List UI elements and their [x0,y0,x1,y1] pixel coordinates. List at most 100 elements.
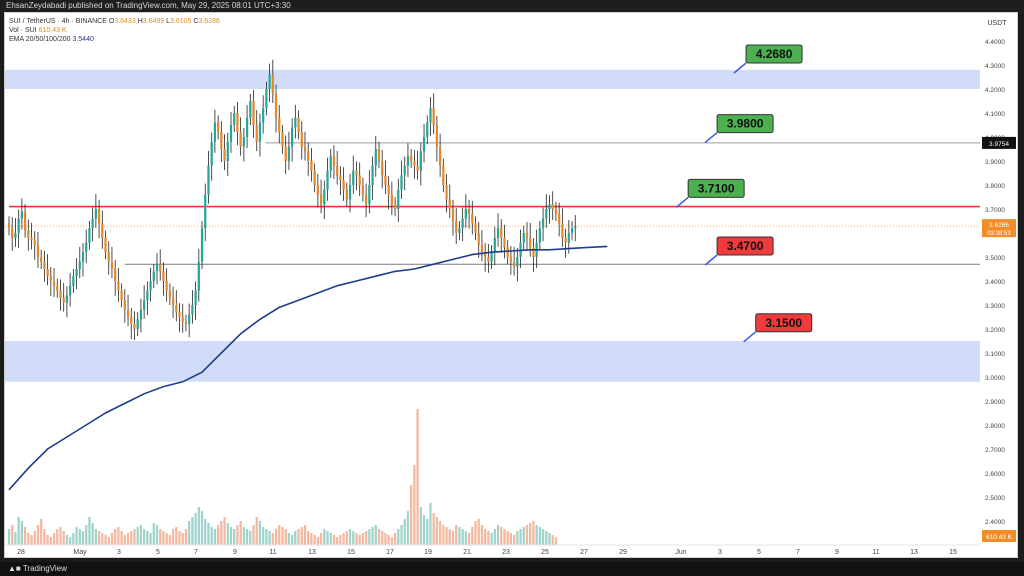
candle-body [33,240,36,245]
volume-bar [265,529,268,547]
y-tick-label: 2.6000 [985,471,1005,478]
legend-ema-row: EMA 20/50/100/200 3.5440 [9,35,220,44]
candle-body [403,165,406,176]
volume-bar [348,529,352,547]
volume-bar [339,535,342,547]
volume-bar [233,529,236,547]
candle-body [242,137,245,147]
candle-body [561,223,564,238]
candle-body [133,324,136,329]
candle-body [480,245,484,253]
volume-bar [554,537,558,547]
candle-body [17,218,20,233]
volume-bar [126,533,130,547]
candle-body [165,281,168,291]
volume-bar [487,531,490,547]
volume-bar [384,533,387,547]
legend-ema-label: EMA 20/50/100/200 [9,36,71,43]
candle-body [307,151,310,161]
last-price-countdown: 03:38:53 [987,231,1011,237]
candle-body [477,233,480,245]
volume-bar [65,535,69,547]
candle-body [487,257,490,262]
volume-bar [23,527,27,547]
candle-body [143,300,146,310]
support-resistance-zone-0 [5,69,980,89]
candle-body [413,161,416,166]
candle-body [339,175,342,181]
x-tick-label: 9 [233,549,237,556]
y-tick-label: 3.5000 [985,255,1005,262]
candle-body [78,261,81,269]
volume-bar [133,529,136,547]
y-tick-label: 2.5000 [985,495,1005,502]
candle-body [336,165,339,176]
candle-body [120,290,123,301]
volume-bar [307,531,310,547]
candle-body [442,165,445,185]
volume-bar [88,517,91,547]
candle-body [216,122,220,133]
volume-bar [33,531,36,547]
candle-body [49,276,52,281]
volume-bar [512,535,516,547]
x-tick-label: 11 [872,549,879,556]
candle-body [62,297,65,303]
volume-bar [36,525,40,547]
candle-body [7,223,11,229]
candle-body [152,271,155,281]
volume-bar [188,521,191,547]
volume-bar [236,525,239,547]
candle-body [300,132,303,147]
y-tick-label: 4.2000 [985,87,1005,94]
candle-body [390,194,393,205]
label-pointer [704,254,718,266]
candle-body [262,108,265,123]
volume-bar [255,517,258,547]
volume-bar [49,537,52,547]
volume-bar [226,523,229,547]
candle-body [393,204,397,209]
candle-body [525,233,529,238]
volume-bar [281,527,284,547]
volume-bar [297,529,300,547]
x-tick-label: 23 [502,549,510,556]
candle-body [40,257,43,262]
volume-bar [551,535,554,547]
volume-bar [429,503,432,547]
volume-bar [101,533,104,547]
candle-body [255,125,258,142]
volume-bar [500,527,503,547]
candles-layer [7,59,577,341]
label-pointer [704,132,718,144]
candle-body [36,245,40,257]
candle-body [91,218,94,229]
volume-bar [464,531,467,547]
candle-body [374,149,377,166]
volume-layer [7,409,558,547]
volume-bar [490,533,493,547]
brand-name: TradingView [22,564,67,573]
candle-body [512,261,516,267]
volume-bar [538,527,541,547]
candle-body [162,271,165,281]
volume-bar [149,533,152,547]
candle-body [503,237,506,248]
volume-bar [245,529,249,547]
volume-bar [152,523,155,547]
candle-body [422,137,426,152]
volume-bar [442,525,445,547]
volume-bar [175,527,178,547]
candle-body [268,74,271,89]
candle-body [171,297,175,305]
volume-bar [143,529,146,547]
y-tick-label: 3.0000 [985,375,1005,382]
ema-200-line [8,245,608,491]
candle-body [178,312,181,317]
volume-bar [448,529,451,547]
level-label-box [687,178,745,198]
volume-bar [94,529,97,547]
volume-bar [532,521,535,547]
chart-frame[interactable]: SUI / TetherUS · 4h · BINANCE O3.6433 H3… [4,12,1018,558]
